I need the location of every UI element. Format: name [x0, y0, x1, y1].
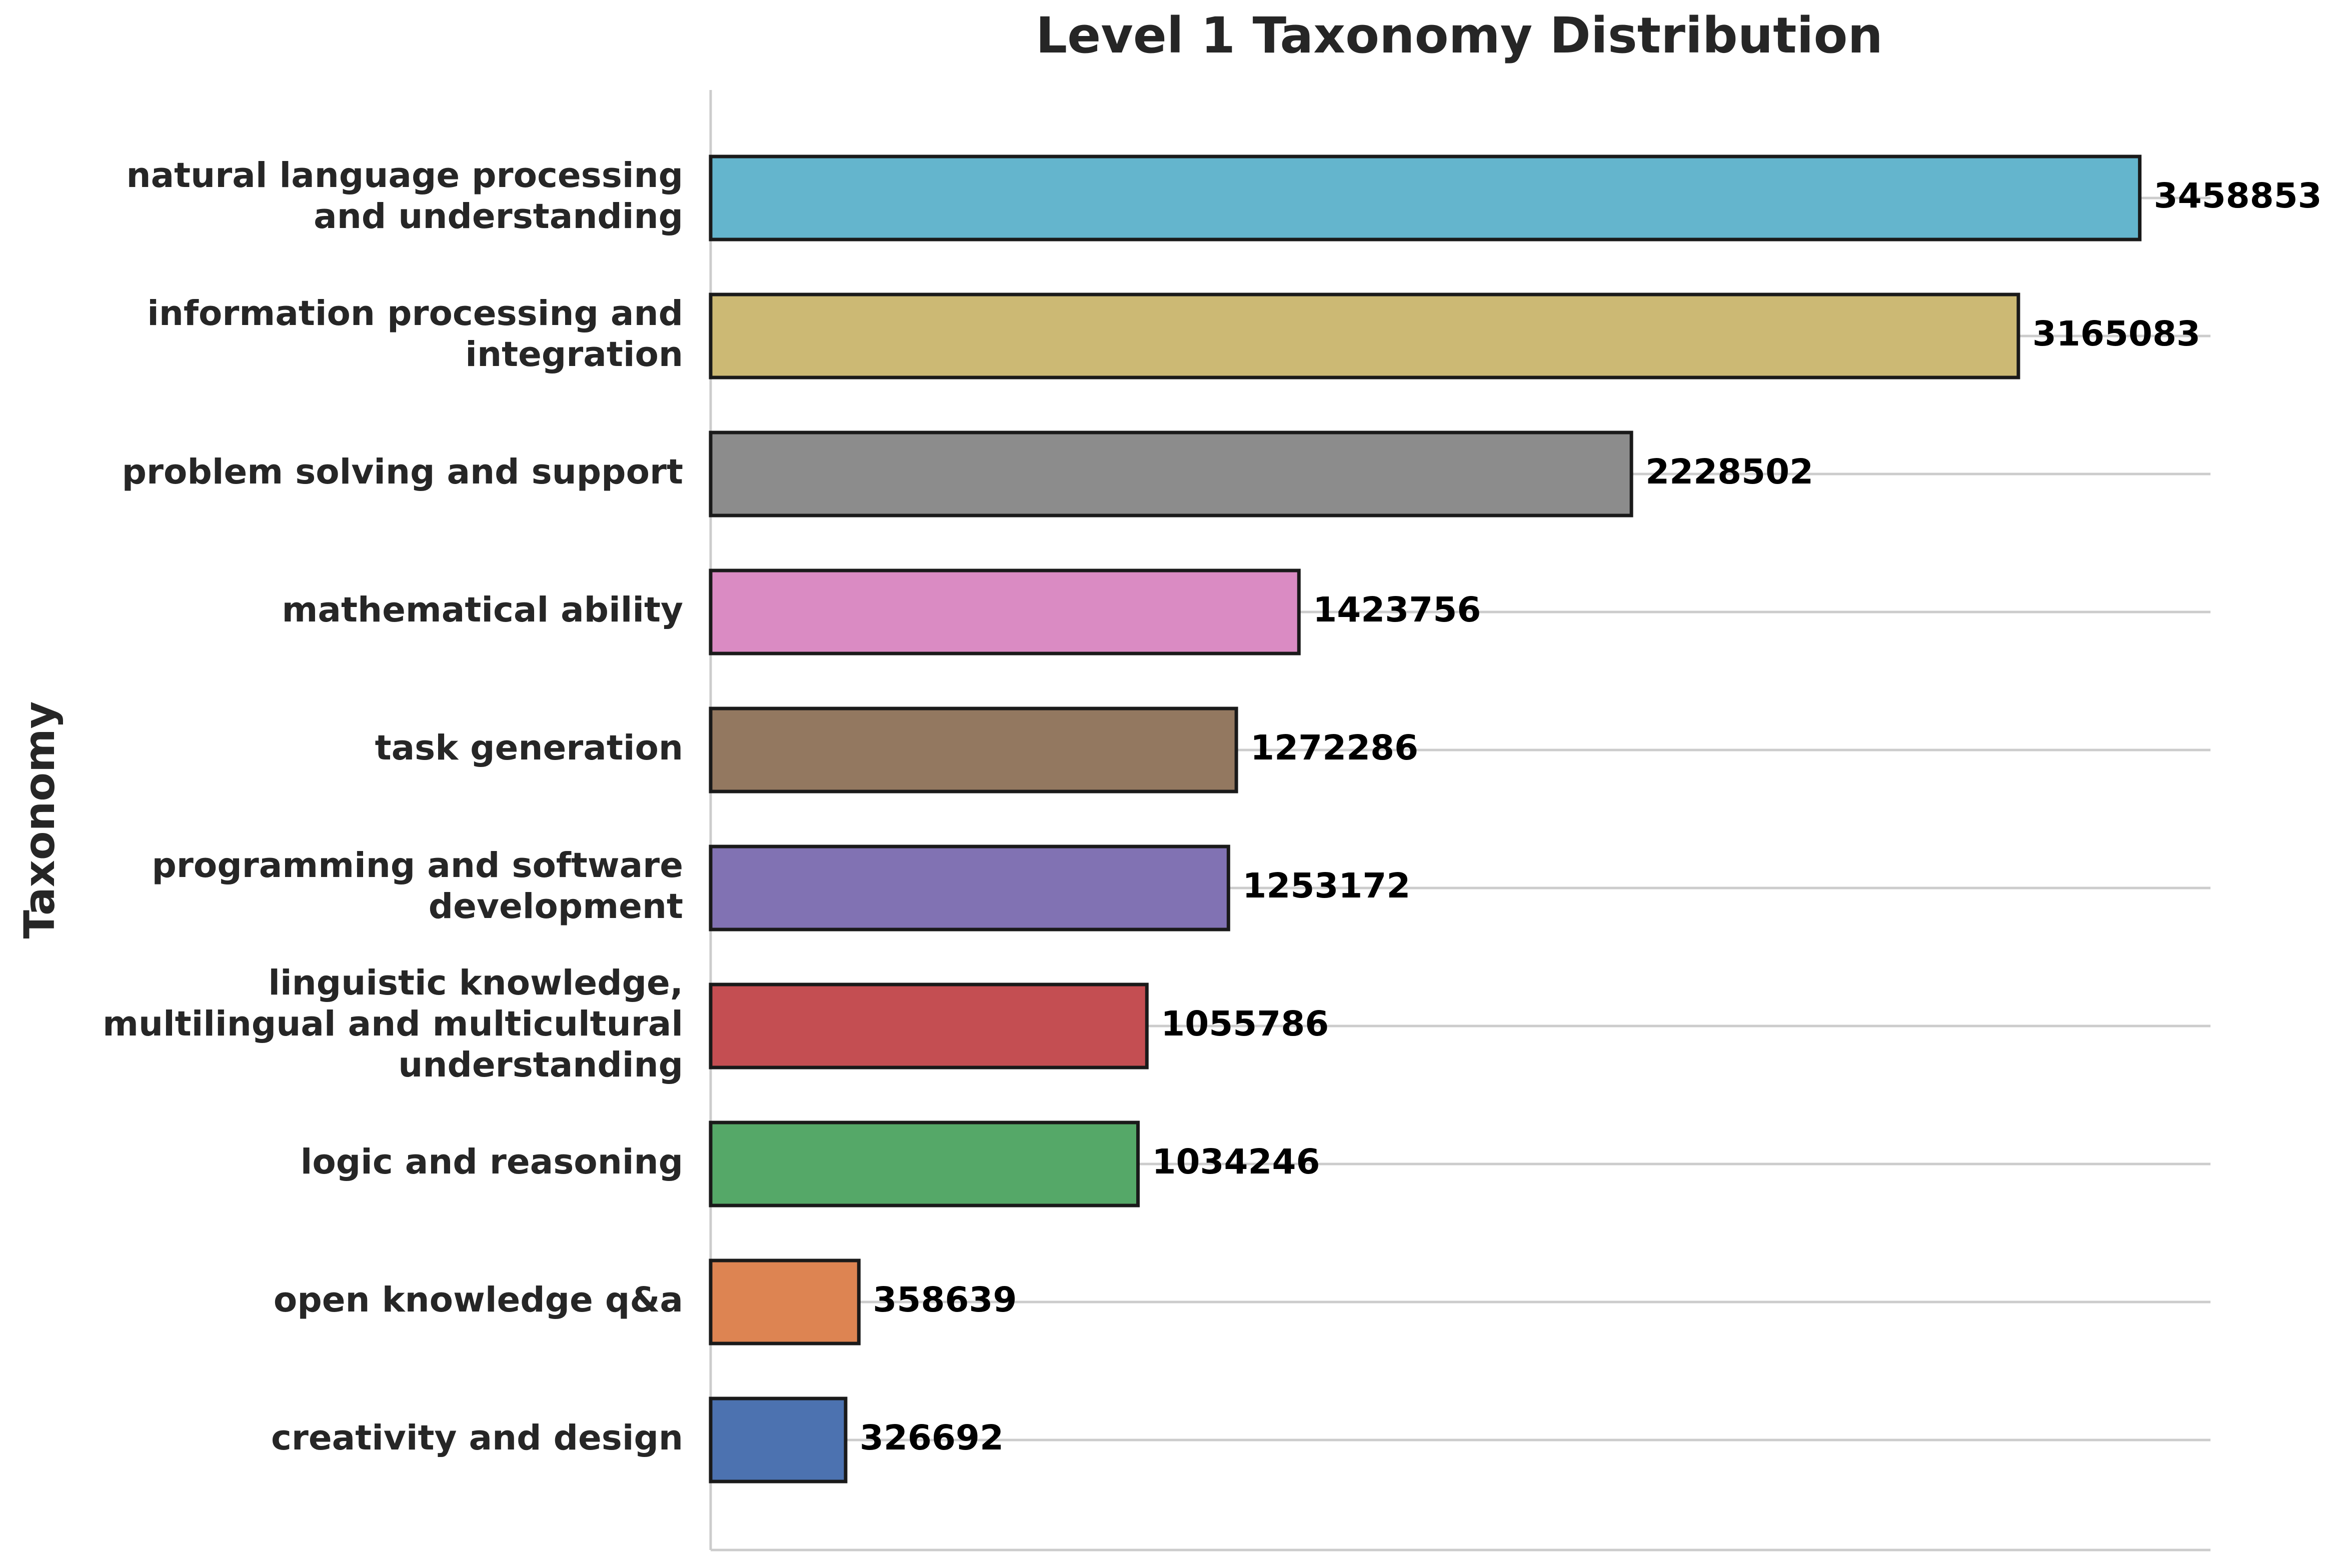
value-label: 1034246 — [1152, 1142, 1320, 1182]
value-label: 1423756 — [1313, 590, 1481, 630]
category-tick-label: task generation — [375, 728, 683, 768]
value-label: 1055786 — [1161, 1004, 1329, 1044]
bar — [709, 1258, 861, 1346]
category-tick-label: linguistic knowledge, multilingual and mu… — [103, 963, 683, 1085]
bar — [709, 706, 1238, 794]
value-label: 1272286 — [1250, 728, 1418, 768]
category-tick-label: mathematical ability — [282, 590, 683, 630]
category-tick-label: creativity and design — [271, 1418, 683, 1458]
category-tick-label: open knowledge q&a — [274, 1280, 683, 1320]
bar — [709, 292, 2020, 380]
category-tick-label: natural language processing and understan… — [126, 156, 683, 236]
value-label: 326692 — [860, 1418, 1004, 1458]
value-label: 358639 — [873, 1280, 1017, 1320]
value-labels: 3458853 3165083 2228502 1423756 1272286 12531… — [860, 176, 2322, 1458]
guide-lines — [711, 196, 2210, 1442]
bars — [709, 154, 2142, 1484]
category-tick-labels: natural language processing and understan… — [103, 156, 683, 1458]
y-axis-label: Taxonomy — [15, 702, 64, 939]
value-label: 3458853 — [2154, 176, 2322, 216]
category-tick-label: logic and reasoning — [301, 1142, 683, 1182]
bar — [709, 430, 1633, 518]
bar — [709, 568, 1301, 656]
category-tick-label: programming and software development — [152, 846, 684, 926]
value-label: 1253172 — [1242, 866, 1410, 906]
category-tick-label: information processing and integration — [147, 294, 683, 374]
bar — [709, 844, 1230, 932]
value-label: 2228502 — [1645, 452, 1813, 492]
bar — [709, 154, 2142, 242]
bar — [709, 982, 1149, 1070]
category-tick-label: problem solving and support — [122, 452, 683, 492]
value-label: 3165083 — [2032, 314, 2200, 354]
bar — [709, 1396, 848, 1484]
chart-title: Level 1 Taxonomy Distribution — [1036, 7, 1883, 64]
bar — [709, 1120, 1140, 1208]
